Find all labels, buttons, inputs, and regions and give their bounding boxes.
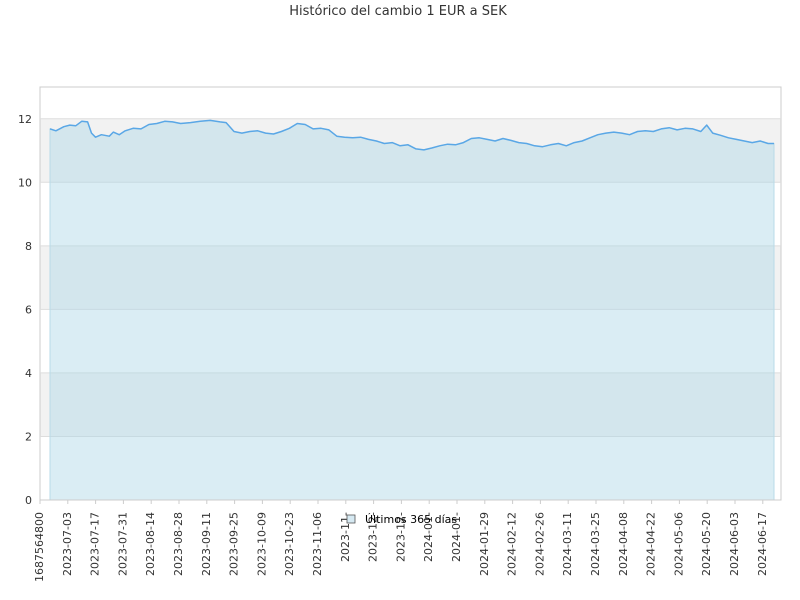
x-tick-label: 2024-06-17 (756, 512, 769, 576)
plot-band (40, 372, 781, 437)
y-gridlines (40, 118, 781, 437)
x-tick-label: 2023-09-11 (200, 512, 213, 576)
x-tick-label: 2024-03-25 (589, 512, 602, 576)
x-tick-label: 2024-02-12 (506, 512, 519, 576)
x-tick-label: 2023-10-23 (283, 512, 296, 576)
y-tick-label: 10 (18, 176, 32, 189)
x-tick-label: 2024-03-11 (561, 512, 574, 576)
x-tick-label: 2024-04-08 (617, 512, 630, 576)
y-tick-label: 2 (25, 430, 32, 443)
y-tick-label: 0 (25, 494, 32, 507)
y-axis: 0 2 4 6 8 10 12 (18, 113, 781, 507)
chart-title: Histórico del cambio 1 EUR a SEK (289, 4, 507, 19)
x-axis: 1687564800 2023-07-03 2023-07-17 2023-07-31… (33, 500, 769, 582)
x-tick-label: 2024-06-03 (728, 512, 741, 576)
y-tick-label: 12 (18, 113, 32, 126)
y-tick-label: 4 (25, 367, 32, 380)
x-tick-label: 2023-08-14 (144, 512, 157, 576)
legend-swatch (346, 514, 356, 524)
legend[interactable]: Últimos 365 días (346, 513, 457, 526)
series-area (49, 119, 775, 501)
x-tick-label: 2023-07-31 (116, 512, 129, 576)
x-tick-label: 2024-02-26 (533, 512, 546, 576)
x-tick-label: 2023-07-17 (89, 512, 102, 576)
x-tick-label: 2023-12- (394, 512, 407, 562)
y-tick-label: 6 (25, 303, 32, 316)
plot-band (40, 245, 781, 310)
x-tick-label: 2024-01- (450, 512, 463, 562)
x-tick-label: 2023-07-03 (61, 512, 74, 576)
x-tick-label: 1687564800 (33, 512, 46, 582)
x-tick-label: 2024-04-22 (645, 512, 658, 576)
series-layer (49, 119, 775, 501)
x-tick-label: 2023-11-06 (311, 512, 324, 576)
x-tick-label: 2023-12- (367, 512, 380, 562)
x-tick-label: 2024-05-06 (672, 512, 685, 576)
x-tick-label: 2024-01-29 (478, 512, 491, 576)
x-tick-label: 2024-01- (422, 512, 435, 562)
plot-bands (40, 118, 781, 437)
y-tick-label: 8 (25, 240, 32, 253)
x-tick-label: 2024-05-20 (700, 512, 713, 576)
x-tick-label: 2023-11- (339, 512, 352, 562)
x-tick-label: 2023-09-25 (228, 512, 241, 576)
legend-label: Últimos 365 días (365, 513, 457, 526)
x-tick-label: 2023-10-09 (255, 512, 268, 576)
x-tick-label: 2023-08-28 (172, 512, 185, 576)
series-line (49, 119, 774, 151)
